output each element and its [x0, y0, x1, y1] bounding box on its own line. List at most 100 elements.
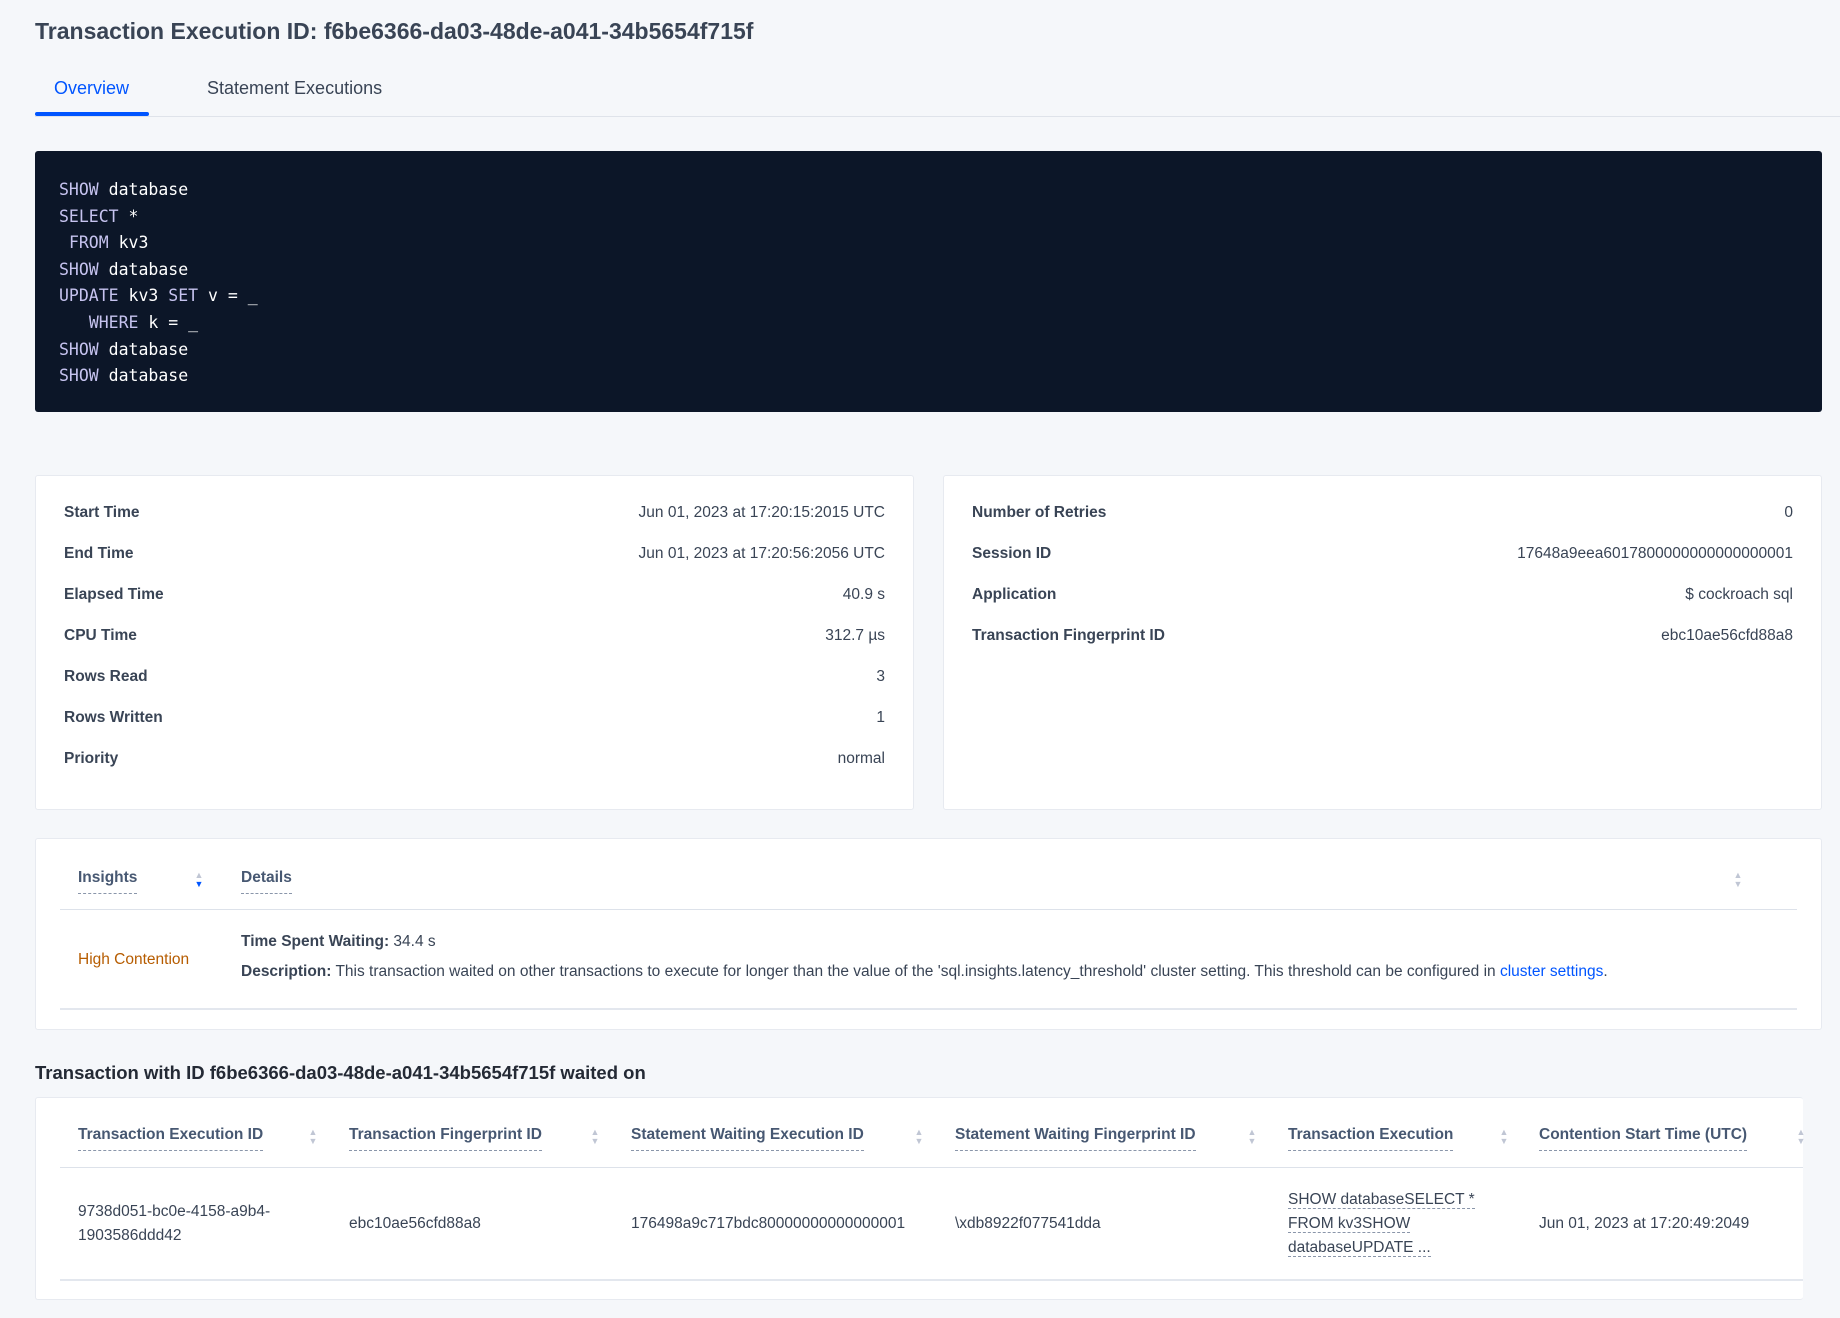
description-text: This transaction waited on other transac… — [331, 963, 1500, 980]
active-tab-indicator — [35, 112, 149, 116]
code-token — [59, 313, 89, 332]
waited-on-table: Transaction Execution ID ▲ ▼ Transaction Fi… — [35, 1097, 1806, 1300]
code-token: WHERE — [88, 312, 139, 332]
detail-row: Session ID 17648a9eea60178000000000000000… — [972, 545, 1793, 569]
waited-on-title: Transaction with ID f6be6366-da03-48de-a… — [35, 1062, 646, 1083]
insight-type: High Contention — [78, 951, 190, 968]
code-token: v = _ — [198, 286, 258, 306]
detail-label: Priority — [64, 750, 119, 767]
code-token: FROM — [68, 233, 109, 253]
code-line: SHOW database — [59, 257, 1798, 284]
code-line: FROM kv3 — [59, 230, 1798, 257]
code-token: SHOW — [59, 259, 99, 279]
code-token: kv3 — [108, 233, 149, 253]
tab-overview[interactable]: Overview — [54, 78, 130, 98]
code-token: SHOW — [59, 366, 99, 386]
details-column-header[interactable]: Details — [241, 869, 292, 894]
code-token: database — [98, 366, 189, 386]
txn-execution-cell[interactable]: SHOW databaseSELECT * FROM kv3SHOW databas… — [1288, 1191, 1475, 1257]
time-value: 34.4 s — [389, 933, 436, 950]
code-line: SHOW database — [59, 363, 1798, 390]
sort-icon[interactable]: ▲ ▼ — [194, 870, 204, 889]
detail-value: 40.9 s — [842, 586, 885, 603]
detail-value: Jun 01, 2023 at 17:20:15:2015 UTC — [638, 504, 885, 521]
divider — [60, 1008, 1797, 1010]
detail-value: $ cockroach sql — [1685, 586, 1793, 603]
detail-row: CPU Time 312.7 µs — [64, 627, 885, 651]
code-line: SHOW database — [59, 337, 1798, 364]
detail-row: Rows Read 3 — [64, 668, 885, 692]
tab-statement-executions[interactable]: Statement Executions — [207, 78, 383, 98]
detail-row: Priority normal — [64, 750, 885, 774]
sort-icon[interactable]: ▲ ▼ — [1796, 1127, 1806, 1146]
sort-icon[interactable]: ▲ ▼ — [1247, 1127, 1257, 1146]
cluster-settings-link[interactable]: cluster settings — [1499, 963, 1604, 980]
detail-value: normal — [837, 750, 885, 767]
sort-icon[interactable]: ▲ ▼ — [914, 1127, 924, 1146]
sort-icon[interactable]: ▲ ▼ — [308, 1127, 318, 1146]
detail-value: 17648a9eea6017800000000000000001 — [1517, 545, 1793, 562]
detail-value: Jun 01, 2023 at 17:20:56:2056 UTC — [638, 545, 885, 562]
detail-value: 0 — [1784, 504, 1793, 521]
detail-row: Application $ cockroach sql — [972, 586, 1793, 610]
code-token: SHOW — [59, 180, 99, 199]
column-header[interactable]: Statement Waiting Execution ID — [631, 1126, 864, 1151]
txn-exec-id-cell[interactable]: 9738d051-bc0e-4158-a9b4- 1903586ddd42 — [78, 1203, 271, 1244]
column-header[interactable]: Transaction Execution ID — [78, 1126, 264, 1151]
execution-details-card: Start Time Jun 01, 2023 at 17:20:15:2015 … — [35, 475, 914, 810]
tab-divider — [35, 116, 1840, 117]
sql-code-block: SHOW database SELECT * FROM kv3 SHOW datab… — [35, 151, 1822, 412]
code-token: k = _ — [138, 312, 199, 332]
column-header[interactable]: Transaction Execution — [1288, 1126, 1454, 1151]
code-token: SHOW — [59, 339, 99, 359]
detail-row: Start Time Jun 01, 2023 at 17:20:15:2015 … — [64, 504, 885, 528]
detail-label: Elapsed Time — [64, 586, 164, 603]
fingerprint-link[interactable]: ebc10ae56cfd88a8 — [1661, 627, 1793, 644]
detail-label: Rows Read — [64, 668, 148, 685]
time-label: Time Spent Waiting: — [241, 933, 390, 950]
detail-label: Transaction Fingerprint ID — [972, 627, 1165, 644]
column-header[interactable]: Contention Start Time (UTC) — [1539, 1126, 1748, 1151]
divider — [60, 909, 1797, 910]
detail-row: Number of Retries 0 — [972, 504, 1793, 528]
txn-fingerprint-cell[interactable]: ebc10ae56cfd88a8 — [349, 1215, 481, 1232]
insights-table: Insights ▲ ▼ Details ▲ ▼ High Contention T… — [35, 838, 1822, 1030]
code-token — [59, 233, 69, 252]
description-end: . — [1603, 963, 1608, 980]
divider — [60, 1279, 1803, 1281]
sort-icon[interactable]: ▲ ▼ — [1499, 1127, 1509, 1146]
detail-label: Session ID — [972, 545, 1052, 562]
code-token: * — [118, 206, 139, 226]
stmt-exec-id-cell[interactable]: 176498a9c717bdc80000000000000001 — [631, 1215, 906, 1232]
code-line: UPDATE kv3 SET v = _ — [59, 283, 1798, 310]
stmt-fingerprint-cell[interactable]: \xdb8922f077541dda — [955, 1215, 1101, 1232]
detail-label: CPU Time — [64, 627, 137, 644]
divider — [60, 1167, 1803, 1168]
code-token: database — [98, 180, 189, 199]
detail-row: Rows Written 1 — [64, 709, 885, 733]
code-token: database — [98, 339, 189, 359]
detail-label: Rows Written — [64, 709, 163, 726]
code-line: SHOW database — [59, 177, 1798, 204]
detail-label: Application — [972, 586, 1057, 603]
insights-column-header[interactable]: Insights — [78, 869, 138, 894]
code-token: kv3 — [118, 286, 169, 306]
detail-label: Start Time — [64, 504, 140, 521]
page-title: Transaction Execution ID: f6be6366-da03-… — [35, 18, 754, 44]
code-line: WHERE k = _ — [59, 310, 1798, 337]
description-label: Description: — [241, 963, 332, 980]
detail-label: Number of Retries — [972, 504, 1107, 521]
detail-row: Elapsed Time 40.9 s — [64, 586, 885, 610]
code-token: SELECT — [59, 206, 119, 226]
sort-icon[interactable]: ▲ ▼ — [590, 1127, 600, 1146]
code-token: database — [98, 259, 189, 279]
detail-value: 312.7 µs — [825, 627, 885, 644]
column-header[interactable]: Transaction Fingerprint ID — [349, 1126, 542, 1151]
column-header[interactable]: Statement Waiting Fingerprint ID — [955, 1126, 1196, 1151]
detail-value: 1 — [876, 709, 885, 726]
session-details-card: Number of Retries 0 Session ID 17648a9eea60… — [943, 475, 1822, 810]
contention-start-cell: Jun 01, 2023 at 17:20:49:2049 — [1539, 1215, 1750, 1232]
code-token: UPDATE — [59, 286, 119, 306]
code-line: SELECT * — [59, 204, 1798, 231]
sort-icon[interactable]: ▲ ▼ — [1733, 870, 1743, 889]
